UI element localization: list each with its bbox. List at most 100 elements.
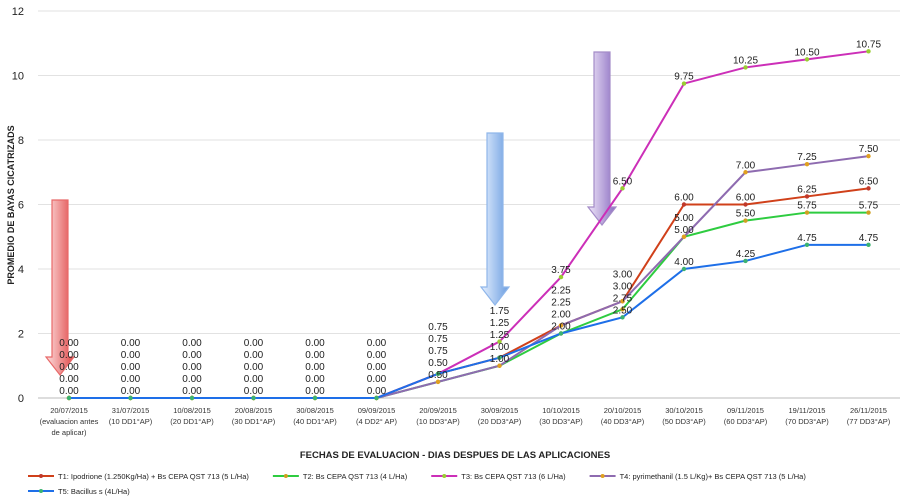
data-label: 0.00 (244, 386, 264, 397)
application-arrow (44, 199, 76, 376)
data-point (681, 234, 687, 239)
legend-label: T4: pyrimethanil (1.5 L/Kg)+ Bs CEPA QST… (620, 472, 807, 481)
x-tick-label: (40 DD3°AP) (601, 417, 645, 426)
x-tick-label: 09/09/2015 (358, 406, 396, 415)
data-label: 5.75 (859, 201, 879, 212)
data-label: 3.00 (613, 281, 633, 292)
data-label: 0.00 (59, 374, 79, 385)
x-tick-label: 30/09/2015 (481, 406, 519, 415)
data-point (804, 161, 810, 167)
legend-label: T2: Bs CEPA QST 713 (4 L/Ha) (303, 472, 408, 481)
legend-label: T3: Bs CEPA QST 713 (6 L/Ha) (461, 472, 566, 481)
data-point (128, 395, 133, 401)
data-label: 0.50 (428, 358, 448, 369)
x-tick-label: (30 DD1°AP) (232, 417, 276, 426)
data-point (743, 65, 748, 70)
data-label: 0.00 (121, 350, 141, 361)
data-point (558, 323, 564, 328)
series-lines (66, 49, 871, 401)
data-point (497, 339, 502, 344)
x-tick-label: (40 DD1°AP) (293, 417, 337, 426)
y-tick-label: 8 (18, 135, 24, 147)
data-label: 0.00 (244, 374, 264, 385)
y-tick-label: 0 (18, 393, 24, 405)
x-tick-label: 10/10/2015 (542, 406, 580, 415)
legend-marker (283, 474, 288, 478)
data-label: 0.00 (121, 386, 141, 397)
data-label: 0.00 (367, 374, 387, 385)
data-label: 2.00 (551, 310, 571, 321)
legend: T1: Ipodrione (1.250Kg/Ha) + Bs CEPA QST… (28, 472, 806, 496)
data-label: 0.00 (59, 362, 79, 373)
data-point (497, 363, 502, 368)
data-point (620, 307, 625, 312)
data-label: 5.75 (797, 201, 817, 212)
application-arrows (44, 51, 618, 376)
y-axis-ticks: 0 2 4 6 8 10 12 (12, 6, 24, 405)
data-point (866, 210, 871, 215)
x-tick-label: 10/08/2015 (173, 406, 211, 415)
y-tick-label: 10 (12, 71, 24, 83)
data-label: 9.75 (674, 72, 694, 83)
data-label: 7.00 (736, 160, 756, 171)
data-point (374, 395, 379, 401)
data-label: 0.00 (244, 362, 264, 373)
data-label: 5.00 (674, 213, 694, 224)
data-label: 10.50 (794, 47, 819, 58)
x-tick-label: 26/11/2015 (850, 406, 887, 415)
data-label: 0.75 (428, 322, 448, 333)
legend-item-2: T2: Bs CEPA QST 713 (4 L/Ha) (272, 472, 408, 481)
data-point (866, 242, 871, 248)
x-tick-label: 20/07/2015 (50, 406, 88, 415)
data-point (804, 210, 810, 215)
x-axis-ticks: 20/07/2015 (evaluacion antes de aplicar) 31… (40, 406, 891, 437)
x-tick-label: (20 DD3°AP) (478, 417, 522, 426)
legend-marker (442, 474, 447, 478)
legend-item-1: T1: Ipodrione (1.250Kg/Ha) + Bs CEPA QST… (28, 472, 249, 481)
data-label: 4.25 (736, 249, 756, 260)
data-point (620, 299, 625, 304)
x-tick-label: 20/10/2015 (604, 406, 642, 415)
data-label: 2.25 (551, 298, 571, 309)
x-tick-label: 30/10/2015 (665, 406, 703, 415)
x-tick-label: 19/11/2015 (789, 406, 826, 415)
data-label: 0.00 (305, 338, 325, 349)
data-point (620, 315, 625, 320)
data-label: 1.25 (490, 318, 510, 329)
x-tick-label: de aplicar) (51, 428, 87, 437)
data-label: 0.00 (305, 350, 325, 361)
data-point (681, 266, 687, 272)
legend-marker (39, 489, 43, 493)
application-arrow (586, 51, 618, 226)
x-axis-label: FECHAS DE EVALUACION - DIAS DESPUES DE L… (300, 450, 610, 461)
data-point (497, 355, 502, 360)
data-label: 0.00 (367, 362, 387, 373)
legend-item-5: T5: Bacillus s (4L/Ha) (28, 487, 130, 496)
data-label: 0.00 (59, 350, 79, 361)
x-tick-label: 20/09/2015 (419, 406, 457, 415)
data-labels: 0.000.000.000.000.000.000.000.000.000.00… (59, 39, 881, 397)
data-point (743, 258, 748, 264)
data-label: 0.00 (121, 338, 141, 349)
x-tick-label: (4 DD2° AP) (356, 417, 397, 426)
x-tick-label: (20 DD1°AP) (170, 417, 214, 426)
data-label: 0.75 (428, 334, 448, 345)
x-tick-label: 30/08/2015 (296, 406, 334, 415)
data-label: 2.75 (613, 293, 633, 304)
data-label: 0.75 (428, 346, 448, 357)
data-label: 0.00 (367, 386, 387, 397)
y-tick-label: 12 (12, 6, 24, 18)
data-point (743, 218, 748, 223)
data-label: 0.00 (305, 362, 325, 373)
data-label: 0.00 (121, 362, 141, 373)
data-label: 0.00 (182, 374, 202, 385)
x-tick-label: 09/11/2015 (727, 406, 764, 415)
data-label: 2.25 (551, 286, 571, 297)
data-label: 6.00 (674, 193, 694, 204)
data-label: 0.00 (182, 362, 202, 373)
data-point (66, 395, 72, 401)
data-label: 0.00 (244, 350, 264, 361)
y-tick-label: 6 (18, 200, 24, 212)
data-label: 3.75 (551, 265, 571, 276)
data-label: 0.00 (182, 338, 202, 349)
